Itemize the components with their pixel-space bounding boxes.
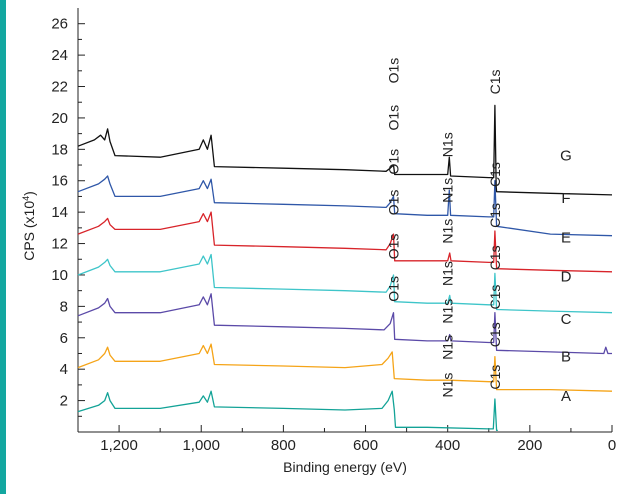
y-tick-label: 4 — [60, 361, 68, 378]
y-tick-label: 8 — [60, 298, 68, 315]
series-letter-label: A — [561, 388, 571, 405]
peak-label: C1s — [487, 285, 503, 310]
peak-label: C1s — [487, 162, 503, 187]
peak-label: C1s — [487, 365, 503, 390]
y-tick-label: 22 — [51, 79, 68, 96]
y-tick-label: 24 — [51, 47, 68, 64]
series-line-a — [77, 390, 498, 432]
peak-label: N1s — [440, 373, 456, 398]
x-tick-label: 0 — [608, 437, 616, 454]
peak-label: O1s — [386, 58, 402, 84]
y-axis-title-exponent: 4 — [21, 196, 31, 201]
peak-label: N1s — [440, 261, 456, 286]
peak-label: N1s — [440, 132, 456, 157]
peak-label: O1s — [386, 149, 402, 175]
series-line-e — [77, 211, 613, 273]
series-line-c — [77, 293, 612, 355]
y-tick-label: 16 — [51, 173, 68, 190]
plot-area — [77, 8, 612, 433]
y-tick-label: 26 — [51, 16, 68, 33]
series-line-f — [77, 175, 613, 237]
y-axis-title-close: ) — [21, 191, 37, 196]
peak-label: C1s — [487, 245, 503, 270]
x-tick-label: 600 — [353, 437, 378, 454]
x-axis: 1,200 1,000 800 600 400 200 0 — [77, 425, 616, 454]
series-letter-label: B — [561, 349, 571, 366]
y-axis-title: CPS (x104) — [21, 191, 37, 261]
series-letter-label: C — [561, 311, 572, 328]
x-tick-label: 1,200 — [100, 437, 138, 454]
series-letter-label: F — [561, 190, 570, 207]
peak-label: C1s — [487, 69, 503, 94]
series-letters: A B C D E F G — [560, 148, 572, 405]
peak-label: O1s — [386, 276, 402, 302]
peak-label: N1s — [440, 178, 456, 203]
y-tick-label: 20 — [51, 110, 68, 127]
x-axis-title: Binding energy (eV) — [283, 459, 407, 475]
series-letter-label: E — [561, 229, 571, 246]
figure-accent-bar — [0, 0, 6, 494]
x-tick-label: 800 — [271, 437, 296, 454]
y-tick-label: 6 — [60, 330, 68, 347]
series-letter-label: G — [560, 148, 572, 165]
peak-label: N1s — [440, 299, 456, 324]
peak-label: C1s — [487, 203, 503, 228]
peak-label: N1s — [440, 219, 456, 244]
y-tick-label: 14 — [51, 204, 68, 221]
x-tick-label: 200 — [517, 437, 542, 454]
y-axis-title-main: CPS (x10 — [21, 201, 37, 261]
series-line-d — [77, 253, 613, 314]
series-line-g — [77, 104, 613, 196]
y-tick-label: 2 — [60, 393, 68, 410]
series-lines — [77, 104, 613, 432]
y-tick-label: 18 — [51, 141, 68, 158]
series-letter-label: D — [561, 269, 572, 286]
x-tick-label: 1,000 — [182, 437, 220, 454]
peak-label: N1s — [440, 335, 456, 360]
peak-label: O1s — [386, 105, 402, 131]
peak-annotations: O1s O1s O1s O1s O1s O1s N1s N1s N1s N1s N1s N1s N1s C… — [386, 58, 503, 398]
peak-label: O1s — [386, 234, 402, 260]
peak-label: C1s — [487, 322, 503, 347]
y-tick-label: 10 — [51, 267, 68, 284]
y-tick-label: 12 — [51, 236, 68, 253]
x-tick-label: 400 — [435, 437, 460, 454]
series-line-b — [77, 343, 613, 392]
peak-label: O1s — [386, 190, 402, 216]
